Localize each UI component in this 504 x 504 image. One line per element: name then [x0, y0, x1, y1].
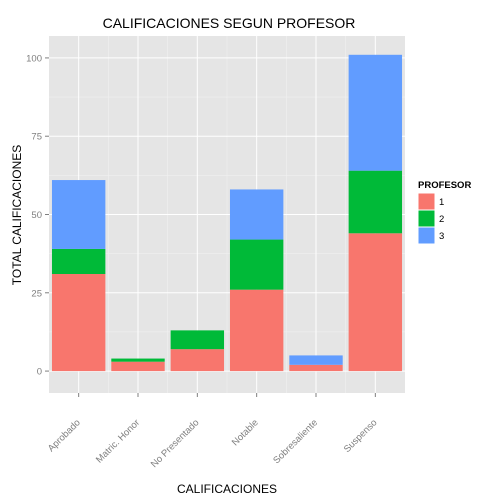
x-tick-label: Matric. Honor — [94, 417, 142, 465]
bar-segment — [229, 289, 284, 372]
bars — [51, 54, 403, 372]
y-axis: 0 25 50 75 100 — [26, 53, 49, 378]
legend-label: 1 — [439, 197, 444, 208]
bar-segment — [111, 361, 165, 372]
bar-segment — [170, 330, 225, 350]
legend-swatch — [418, 210, 435, 227]
y-axis-title: TOTAL CALIFICACIONES — [10, 145, 24, 285]
bar-segment — [51, 180, 106, 249]
x-tick-label: Sobresaliente — [271, 417, 320, 466]
bar-segment — [111, 358, 165, 362]
x-tick-label: No Presentado — [149, 417, 202, 470]
bar-segment — [51, 274, 106, 372]
y-tick-label: 50 — [31, 210, 42, 221]
bar-segment — [289, 355, 343, 365]
legend-swatch — [418, 193, 435, 210]
y-tick-label: 100 — [26, 53, 42, 64]
legend-label: 3 — [439, 231, 444, 242]
y-tick-label: 25 — [31, 288, 42, 299]
legend-label: 2 — [439, 214, 444, 225]
x-axis: Aprobado Matric. Honor No Presentado Notabl… — [46, 393, 380, 470]
bar-segment — [229, 189, 284, 240]
chart-title: CALIFICACIONES SEGUN PROFESOR — [103, 15, 356, 31]
y-tick-label: 0 — [37, 367, 42, 378]
bar-segment — [348, 233, 403, 372]
bar-segment — [51, 248, 106, 274]
y-tick-label: 75 — [31, 132, 42, 143]
x-tick-label: Aprobado — [46, 417, 83, 454]
bar-segment — [348, 170, 403, 234]
legend: PROFESOR 1 2 3 — [417, 180, 471, 245]
x-tick-label: Suspenso — [342, 417, 380, 455]
legend-swatch — [418, 227, 435, 244]
bar-segment — [229, 239, 284, 290]
x-tick-label: Notable — [230, 417, 261, 448]
legend-title: PROFESOR — [418, 180, 471, 191]
bar-segment — [348, 54, 403, 171]
bar-segment — [289, 364, 343, 372]
x-axis-title: CALIFICACIONES — [177, 482, 277, 496]
bar-segment — [170, 349, 225, 372]
